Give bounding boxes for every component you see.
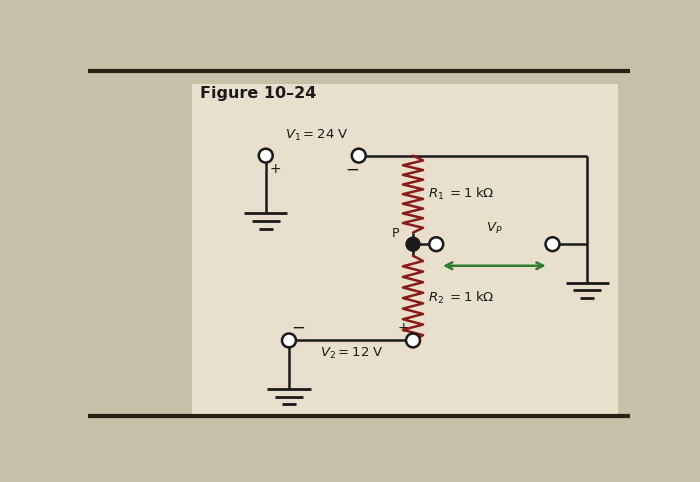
- Text: $V_2 = 12\; \mathrm{V}$: $V_2 = 12\; \mathrm{V}$: [319, 347, 382, 362]
- Circle shape: [352, 149, 365, 162]
- FancyBboxPatch shape: [192, 84, 618, 415]
- Text: $V_P$: $V_P$: [486, 221, 503, 236]
- Text: P: P: [392, 227, 400, 240]
- Circle shape: [406, 334, 420, 348]
- Text: Figure 10–24: Figure 10–24: [200, 86, 316, 101]
- Circle shape: [545, 237, 559, 251]
- Text: −: −: [346, 161, 360, 178]
- Text: $V_1 = 24\; \mathrm{V}$: $V_1 = 24\; \mathrm{V}$: [285, 128, 348, 143]
- Circle shape: [259, 149, 273, 162]
- Circle shape: [406, 237, 420, 251]
- Circle shape: [429, 237, 443, 251]
- Text: $R_1\; = 1\; \mathrm{k}\Omega$: $R_1\; = 1\; \mathrm{k}\Omega$: [428, 186, 495, 202]
- Text: −: −: [291, 319, 305, 337]
- Text: $R_2\; = 1\; \mathrm{k}\Omega$: $R_2\; = 1\; \mathrm{k}\Omega$: [428, 290, 495, 306]
- Text: +: +: [270, 162, 281, 176]
- Text: +: +: [398, 321, 410, 335]
- Circle shape: [282, 334, 296, 348]
